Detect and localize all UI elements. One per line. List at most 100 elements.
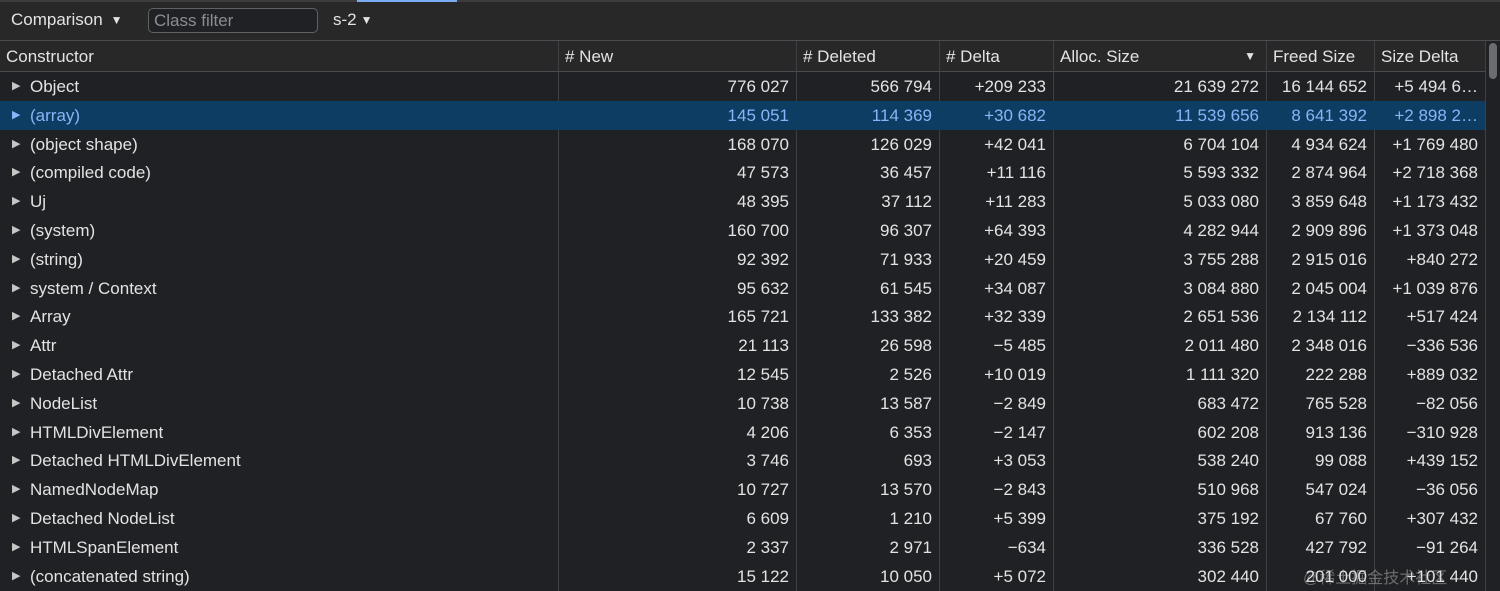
new-count-cell: 10 727 bbox=[737, 480, 789, 500]
column-header-size-delta[interactable]: Size Delta bbox=[1381, 47, 1459, 66]
deleted-count-cell: 566 794 bbox=[870, 77, 932, 96]
expand-arrow-icon[interactable]: ▶ bbox=[12, 310, 21, 323]
expand-arrow-icon[interactable]: ▶ bbox=[12, 137, 21, 150]
table-row[interactable]: ▶ (string) 92 392 71 933 +20 459 3 755 288 2 9… bbox=[0, 245, 1485, 274]
table-row[interactable]: ▶ system / Context 95 632 61 545 +34 087 3 08… bbox=[0, 274, 1485, 303]
table-row[interactable]: ▶ (system) 160 700 96 307 +64 393 4 282 944 2 … bbox=[0, 216, 1485, 245]
watermark: @稀土掘金技术社区 bbox=[1303, 570, 1448, 587]
table-row[interactable]: ▶ Detached Attr 12 545 2 526 +10 019 1 111 32… bbox=[0, 360, 1485, 389]
table-row[interactable]: ▶ HTMLSpanElement 2 337 2 971 −634 336 528 427… bbox=[0, 533, 1485, 562]
deleted-count-cell: 693 bbox=[903, 451, 932, 471]
expand-arrow-icon[interactable]: ▶ bbox=[12, 166, 21, 179]
column-header-new[interactable]: # New bbox=[565, 47, 614, 66]
new-count-cell: 776 027 bbox=[727, 77, 789, 96]
class-filter-input[interactable] bbox=[148, 8, 318, 33]
delta-count-cell: +5 072 bbox=[993, 566, 1046, 586]
expand-arrow-icon[interactable]: ▶ bbox=[12, 569, 21, 582]
column-header-freed-size[interactable]: Freed Size bbox=[1273, 47, 1356, 66]
view-mode-dropdown[interactable]: Comparison ▼ bbox=[11, 10, 123, 30]
expand-arrow-icon[interactable]: ▶ bbox=[12, 425, 21, 438]
table-row[interactable]: ▶ Uj 48 395 37 112 +11 283 5 033 080 3 859 648… bbox=[0, 187, 1485, 216]
alloc-size-cell: 4 282 944 bbox=[1183, 220, 1259, 240]
freed-size-cell: 2 348 016 bbox=[1291, 336, 1367, 356]
size-delta-cell: +439 152 bbox=[1406, 451, 1478, 471]
table-row[interactable]: ▶ Array 165 721 133 382 +32 339 2 651 536 2 13… bbox=[0, 302, 1485, 331]
size-delta-cell: +1 039 876 bbox=[1392, 278, 1478, 298]
expand-arrow-icon[interactable]: ▶ bbox=[12, 339, 21, 352]
new-count-cell: 165 721 bbox=[727, 307, 789, 327]
freed-size-cell: 222 288 bbox=[1305, 364, 1367, 384]
constructor-cell: ▶ Uj bbox=[0, 187, 558, 216]
size-delta-cell: +889 032 bbox=[1406, 364, 1478, 384]
dropdown-caret-icon: ▼ bbox=[110, 13, 123, 27]
size-delta-cell: −91 264 bbox=[1416, 537, 1478, 557]
table-row[interactable]: ▶ Object 776 027 566 794 +209 233 21 639 272 1… bbox=[0, 72, 1485, 101]
column-divider bbox=[796, 41, 797, 591]
scrollbar-thumb[interactable] bbox=[1489, 43, 1497, 79]
delta-count-cell: −2 843 bbox=[993, 480, 1046, 500]
constructor-cell: ▶ Detached Attr bbox=[0, 360, 558, 389]
constructor-cell: ▶ HTMLSpanElement bbox=[0, 533, 558, 562]
expand-arrow-icon[interactable]: ▶ bbox=[12, 108, 21, 121]
constructor-name: system / Context bbox=[30, 278, 157, 298]
constructor-name: Detached HTMLDivElement bbox=[30, 451, 241, 471]
constructor-name: (system) bbox=[30, 220, 96, 240]
table-row[interactable]: ▶ (concatenated string) 15 122 10 050 +5 072… bbox=[0, 562, 1485, 591]
constructor-cell: ▶ Detached NodeList bbox=[0, 504, 558, 533]
constructor-name: Object bbox=[30, 77, 80, 96]
table-row[interactable]: ▶ HTMLDivElement 4 206 6 353 −2 147 602 208 91… bbox=[0, 418, 1485, 447]
constructor-name: (concatenated string) bbox=[30, 566, 190, 586]
delta-count-cell: +30 682 bbox=[984, 105, 1046, 125]
deleted-count-cell: 133 382 bbox=[870, 307, 932, 327]
expand-arrow-icon[interactable]: ▶ bbox=[12, 80, 21, 92]
size-delta-cell: +2 898 2… bbox=[1394, 105, 1478, 125]
expand-arrow-icon[interactable]: ▶ bbox=[12, 540, 21, 553]
expand-arrow-icon[interactable]: ▶ bbox=[12, 454, 21, 467]
table-row[interactable]: ▶ Attr 21 113 26 598 −5 485 2 011 480 2 348 01… bbox=[0, 331, 1485, 360]
expand-arrow-icon[interactable]: ▶ bbox=[12, 511, 21, 524]
size-delta-cell: −36 056 bbox=[1416, 480, 1478, 500]
table-row[interactable]: ▶ Detached NodeList 6 609 1 210 +5 399 375 19… bbox=[0, 504, 1485, 533]
expand-arrow-icon[interactable]: ▶ bbox=[12, 223, 21, 236]
expand-arrow-icon[interactable]: ▶ bbox=[12, 195, 21, 208]
table-row[interactable]: ▶ NamedNodeMap 10 727 13 570 −2 843 510 968 54… bbox=[0, 475, 1485, 504]
delta-count-cell: +32 339 bbox=[984, 307, 1046, 327]
table-row[interactable]: ▶ (object shape) 168 070 126 029 +42 041 6 70… bbox=[0, 130, 1485, 159]
deleted-count-cell: 126 029 bbox=[870, 134, 932, 154]
new-count-cell: 15 122 bbox=[737, 566, 789, 586]
expand-arrow-icon[interactable]: ▶ bbox=[12, 396, 21, 409]
constructor-cell: ▶ NodeList bbox=[0, 389, 558, 418]
freed-size-cell: 3 859 648 bbox=[1291, 192, 1367, 212]
deleted-count-cell: 10 050 bbox=[880, 566, 932, 586]
expand-arrow-icon[interactable]: ▶ bbox=[12, 281, 21, 294]
column-header-constructor[interactable]: Constructor bbox=[6, 47, 94, 66]
freed-size-cell: 427 792 bbox=[1305, 537, 1367, 557]
table-row[interactable]: ▶ (array) 145 051 114 369 +30 682 11 539 656 8… bbox=[0, 100, 1485, 130]
delta-count-cell: −2 147 bbox=[993, 422, 1046, 442]
expand-arrow-icon[interactable]: ▶ bbox=[12, 252, 21, 265]
deleted-count-cell: 6 353 bbox=[889, 422, 932, 442]
deleted-count-cell: 13 587 bbox=[880, 393, 932, 413]
column-divider bbox=[1053, 41, 1054, 591]
column-header-delta[interactable]: # Delta bbox=[946, 47, 1000, 66]
new-count-cell: 10 738 bbox=[737, 393, 789, 413]
constructor-cell: ▶ Object bbox=[0, 72, 558, 101]
expand-arrow-icon[interactable]: ▶ bbox=[12, 367, 21, 380]
size-delta-cell: −82 056 bbox=[1416, 393, 1478, 413]
delta-count-cell: +64 393 bbox=[984, 220, 1046, 240]
freed-size-cell: 2 134 112 bbox=[1292, 307, 1367, 327]
constructor-cell: ▶ (system) bbox=[0, 216, 558, 245]
delta-count-cell: +42 041 bbox=[984, 134, 1046, 154]
snapshot-dropdown[interactable]: s-2 ▼ bbox=[333, 10, 373, 30]
sort-descending-icon: ▼ bbox=[1244, 49, 1256, 63]
delta-count-cell: −634 bbox=[1007, 537, 1046, 557]
vertical-scrollbar[interactable] bbox=[1485, 41, 1500, 591]
table-row[interactable]: ▶ NodeList 10 738 13 587 −2 849 683 472 765 52… bbox=[0, 389, 1485, 418]
snapshot-label: s-2 bbox=[333, 10, 357, 29]
constructor-cell: ▶ NamedNodeMap bbox=[0, 475, 558, 504]
column-header-alloc-size[interactable]: Alloc. Size ▼ bbox=[1054, 41, 1266, 71]
column-header-deleted[interactable]: # Deleted bbox=[803, 47, 876, 66]
table-row[interactable]: ▶ Detached HTMLDivElement 3 746 693 +3 053 53… bbox=[0, 446, 1485, 475]
expand-arrow-icon[interactable]: ▶ bbox=[12, 483, 21, 496]
table-row[interactable]: ▶ (compiled code) 47 573 36 457 +11 116 5 593… bbox=[0, 158, 1485, 187]
